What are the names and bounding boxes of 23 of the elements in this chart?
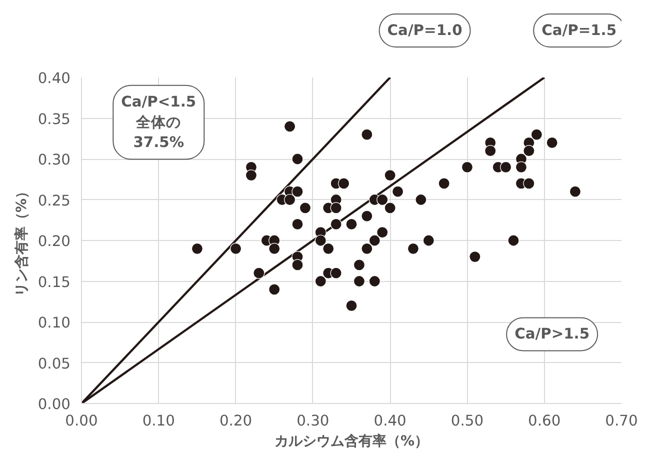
y-tick-label: 0.35 [38, 110, 71, 128]
x-tick-label: 0.10 [142, 412, 175, 430]
y-tick-label: 0.00 [38, 396, 71, 413]
y-tick-label: 0.25 [38, 192, 71, 210]
x-tick-label: 0.00 [65, 412, 98, 430]
y-tick-label: 0.40 [38, 70, 71, 87]
y-tick-label: 0.30 [38, 152, 71, 168]
x-tick-label: 0.70 [605, 412, 638, 430]
y-axis-title: リン含有率（%） [12, 184, 30, 297]
text: Ca/P=1.5 [542, 22, 617, 39]
x-tick-label: 0.40 [374, 412, 406, 430]
y-tick-label: 0.10 [38, 314, 71, 332]
x-axis-title: カルシウム含有率（%） [274, 432, 429, 450]
y-tick-label: 0.05 [38, 355, 71, 372]
x-tick-label: 0.30 [296, 412, 330, 430]
x-tick-label: 0.50 [450, 412, 484, 430]
annotation: Ca/P>1.5 [514, 326, 590, 343]
y-tick-label: 0.20 [38, 233, 71, 250]
y-tick-label: 0.15 [38, 274, 71, 291]
annotation: Ca/P<1.5 全体の 37.5% [121, 93, 196, 152]
text: Ca/P=1.0 [387, 22, 462, 39]
x-tick-label: 0.20 [219, 412, 252, 430]
x-tick-label: 0.60 [528, 412, 561, 430]
